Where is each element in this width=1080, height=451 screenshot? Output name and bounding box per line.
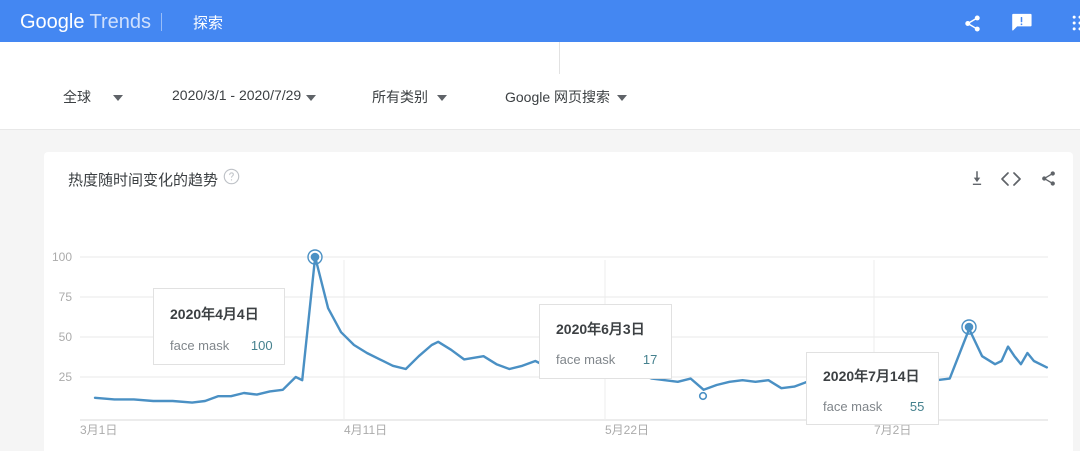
svg-text:7月2日: 7月2日 — [874, 423, 911, 437]
svg-text:50: 50 — [59, 330, 73, 344]
svg-text:5月22日: 5月22日 — [605, 423, 649, 437]
svg-text:4月11日: 4月11日 — [344, 423, 387, 437]
svg-text:75: 75 — [59, 290, 73, 304]
svg-text:3月1日: 3月1日 — [80, 423, 117, 437]
svg-text:25: 25 — [59, 370, 73, 384]
svg-text:100: 100 — [52, 250, 72, 264]
